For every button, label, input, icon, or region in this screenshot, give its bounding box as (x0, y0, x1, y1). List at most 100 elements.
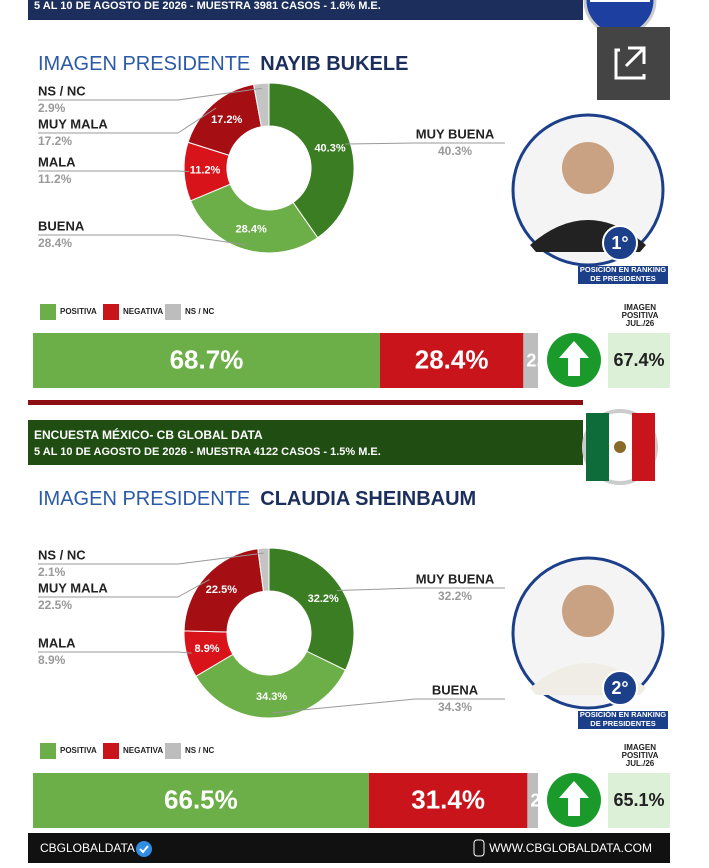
slice-label: 28.4% (236, 223, 267, 235)
title-name: NAYIB BUKELE (260, 53, 408, 75)
title-name: CLAUDIA SHEINBAUM (260, 488, 476, 510)
open-external-button[interactable] (597, 27, 670, 100)
header-subtitle: 5 AL 10 DE AGOSTO DE 2026 - MUESTRA 3981… (34, 0, 381, 12)
legend-swatch (103, 304, 119, 320)
category-value: 11.2% (38, 172, 72, 186)
trend-arrow (559, 341, 589, 376)
verified-check (139, 845, 149, 854)
caption-bg (578, 711, 668, 720)
category-label: MALA (38, 154, 76, 169)
slice-label: 8.9% (195, 643, 220, 655)
footer-url: WWW.CBGLOBALDATA.COM (489, 841, 652, 855)
reference-title: JUL./26 (626, 319, 655, 328)
slice-label: 40.3% (314, 143, 345, 155)
pie-slice (257, 547, 270, 592)
category-value: 17.2% (38, 134, 72, 148)
category-label: MUY MALA (38, 580, 108, 595)
separator (28, 400, 583, 405)
category-value: 28.4% (38, 236, 72, 250)
header-title: ENCUESTA MÉXICO- CB GLOBAL DATA (34, 427, 263, 442)
reference-title: IMAGEN (624, 743, 656, 752)
category-value: 8.9% (38, 653, 66, 667)
category-label: MUY MALA (38, 116, 108, 131)
category-label: MUY BUENA (416, 571, 495, 586)
category-label: BUENA (432, 682, 479, 697)
legend-swatch (165, 743, 181, 759)
category-value: 2.1% (38, 565, 66, 579)
leader-line (177, 234, 247, 246)
header-bar (28, 0, 583, 20)
ranking-caption: DE PRESIDENTES (590, 719, 655, 728)
slice-label: 17.2% (211, 114, 242, 126)
reference-title: IMAGEN (624, 303, 656, 312)
category-value: 34.3% (438, 700, 472, 714)
ranking: 2° (611, 678, 628, 698)
bar-segment (368, 773, 528, 828)
category-label: MALA (38, 635, 76, 650)
ranking-badge (602, 225, 638, 261)
slice-label: 34.3% (256, 691, 287, 703)
category-value: 32.2% (438, 589, 472, 603)
reference-box (608, 773, 670, 828)
hand-icon (473, 839, 485, 857)
legend-label: POSITIVA (60, 307, 97, 316)
bar-segment (33, 333, 380, 388)
verified-badge (136, 841, 152, 857)
category-value: 2.9% (38, 101, 66, 115)
bar-segment (379, 333, 524, 388)
pie-slice (183, 548, 265, 633)
segment-label: 2.1% (530, 790, 571, 810)
category-label: NS / NC (38, 547, 86, 562)
reference-title: POSITIVA (622, 311, 659, 320)
flag-stripe (586, 413, 609, 481)
reference-value: 67.4% (613, 350, 664, 370)
chart-title: IMAGEN PRESIDENTE CLAUDIA SHEINBAUM (38, 488, 476, 510)
legend-label: NS / NC (185, 746, 215, 755)
title-part: IMAGEN PRESIDENTE (38, 53, 250, 75)
bar-segment (33, 773, 369, 828)
segment-label: 31.4% (411, 784, 485, 814)
legend-label: NS / NC (185, 307, 215, 316)
caption-bg (578, 720, 668, 729)
category-value: 22.5% (38, 598, 72, 612)
slice-label: 22.5% (206, 584, 237, 596)
category-label: MUY BUENA (416, 126, 495, 141)
category-label: NS / NC (38, 83, 86, 98)
chart-title: IMAGEN PRESIDENTE NAYIB BUKELE (38, 53, 408, 75)
header-subtitle: 5 AL 10 DE AGOSTO DE 2026 - MUESTRA 4122… (34, 446, 381, 458)
legend-swatch (40, 304, 56, 320)
leader-line (336, 587, 416, 592)
segment-label: 66.5% (164, 784, 238, 814)
legend-label: NEGATIVA (123, 746, 163, 755)
pie-slice (268, 82, 355, 239)
flag-stripe (632, 413, 655, 481)
ranking: 1° (611, 233, 628, 253)
bar-segment (527, 773, 538, 828)
reference-value: 65.1% (613, 790, 664, 810)
flag-stripe (590, 0, 650, 2)
category-value: 40.3% (438, 144, 472, 158)
reference-title: POSITIVA (622, 751, 659, 760)
reference-title: JUL./26 (626, 759, 655, 768)
slice-label: 32.2% (308, 593, 339, 605)
legend-label: POSITIVA (60, 746, 97, 755)
title-part: IMAGEN PRESIDENTE (38, 488, 250, 510)
footer-bar (28, 833, 670, 863)
pie-slice (253, 82, 270, 128)
reference-box (608, 333, 670, 388)
leader-line (345, 142, 416, 145)
legend-label: NEGATIVA (123, 307, 163, 316)
ranking-caption: DE PRESIDENTES (590, 274, 655, 283)
legend-swatch (165, 304, 181, 320)
leader-line (177, 107, 217, 134)
segment-label: 68.7% (170, 344, 244, 374)
legend-swatch (103, 743, 119, 759)
leader-line (177, 170, 190, 173)
leader-line (177, 87, 262, 101)
ranking-badge (602, 670, 638, 706)
portrait-head (562, 142, 614, 194)
pie-slice (268, 547, 355, 671)
segment-label: 2.9% (526, 350, 567, 370)
